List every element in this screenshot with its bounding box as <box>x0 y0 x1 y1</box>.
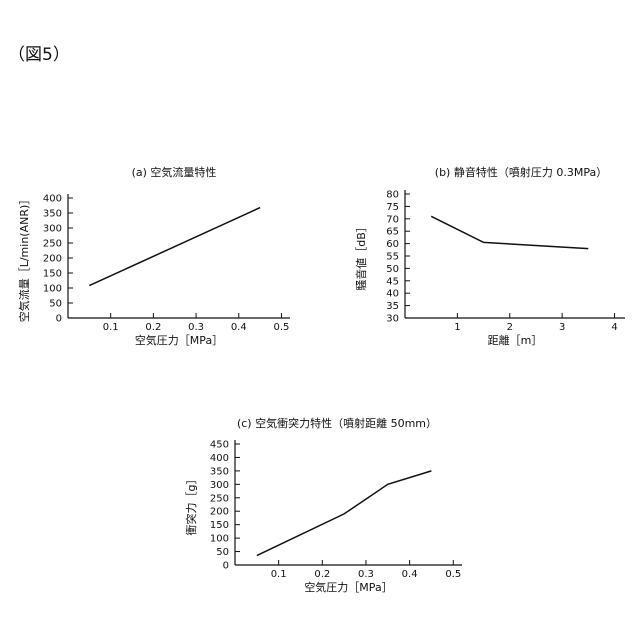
y-tick-label: 100 <box>210 534 229 545</box>
y-tick-label: 200 <box>210 507 229 518</box>
x-tick-label: 0.3 <box>188 322 204 333</box>
x-tick-label: 1 <box>454 322 460 333</box>
y-tick-label: 350 <box>210 466 229 477</box>
x-tick-label: 0.2 <box>314 569 330 580</box>
x-tick-label: 0.4 <box>402 569 418 580</box>
x-tick-label: 3 <box>559 322 565 333</box>
y-tick-label: 300 <box>210 480 229 491</box>
x-tick-label: 0.2 <box>145 322 161 333</box>
y-tick-label: 60 <box>386 239 399 250</box>
x-axis-label: 空気圧力［MPa］ <box>304 580 392 594</box>
y-tick-label: 200 <box>43 254 62 265</box>
y-tick-label: 45 <box>386 276 399 287</box>
y-tick-label: 70 <box>386 214 399 225</box>
series-line-0 <box>257 471 432 556</box>
y-tick-label: 350 <box>43 209 62 220</box>
y-tick-label: 50 <box>49 299 62 310</box>
x-tick-label: 0.5 <box>445 569 461 580</box>
x-tick-label: 4 <box>611 322 617 333</box>
y-tick-label: 75 <box>386 202 399 213</box>
y-tick-label: 250 <box>43 239 62 250</box>
x-tick-label: 0.1 <box>103 322 119 333</box>
y-tick-label: 400 <box>210 453 229 464</box>
y-tick-label: 30 <box>386 314 399 325</box>
chart-title: (a) 空気流量特性 <box>132 165 217 179</box>
x-tick-label: 0.5 <box>274 322 290 333</box>
y-tick-label: 35 <box>386 301 399 312</box>
y-axis-label: 空気流量［L/min(ANR)］ <box>17 194 31 323</box>
series-line-0 <box>431 216 588 248</box>
chart-2: (c) 空気衝突力特性（噴射距離 50mm） 0.1 0.2 0.3 0.4 0.5 0 50… <box>184 416 462 594</box>
chart-title: (c) 空気衝突力特性（噴射距離 50mm） <box>237 416 437 430</box>
y-axis-label: 騒音値［dB］ <box>354 221 368 291</box>
x-tick-label: 2 <box>507 322 513 333</box>
x-tick-label: 0.3 <box>358 569 374 580</box>
y-tick-label: 400 <box>43 194 62 205</box>
chart-1: (b) 静音特性（噴射圧力 0.3MPa） 1 2 3 4 30 3540 455055 606… <box>354 165 625 347</box>
y-tick-label: 450 <box>210 440 229 451</box>
y-tick-label: 100 <box>43 284 62 295</box>
x-axis-label: 距離［m］ <box>488 333 543 347</box>
y-tick-label: 0 <box>56 314 62 325</box>
y-tick-label: 150 <box>43 269 62 280</box>
y-tick-label: 150 <box>210 520 229 531</box>
x-tick-label: 0.1 <box>271 569 287 580</box>
x-tick-label: 0.4 <box>231 322 247 333</box>
y-tick-label: 50 <box>216 547 229 558</box>
y-tick-label: 80 <box>386 190 399 201</box>
y-tick-label: 65 <box>386 227 399 238</box>
y-tick-label: 0 <box>223 561 229 572</box>
y-tick-label: 250 <box>210 493 229 504</box>
y-tick-label: 300 <box>43 224 62 235</box>
chart-0: (a) 空気流量特性 0.1 0.2 0.3 0.4 0.5 0 50 100 150 200 250… <box>17 165 290 347</box>
x-axis-label: 空気圧力［MPa］ <box>135 333 223 347</box>
chart-title: (b) 静音特性（噴射圧力 0.3MPa） <box>435 165 607 179</box>
y-axis-label: 衝突力［g］ <box>184 474 198 536</box>
y-tick-label: 55 <box>386 252 399 263</box>
series-line-0 <box>89 208 260 286</box>
y-tick-label: 50 <box>386 264 399 275</box>
y-tick-label: 40 <box>386 289 399 300</box>
